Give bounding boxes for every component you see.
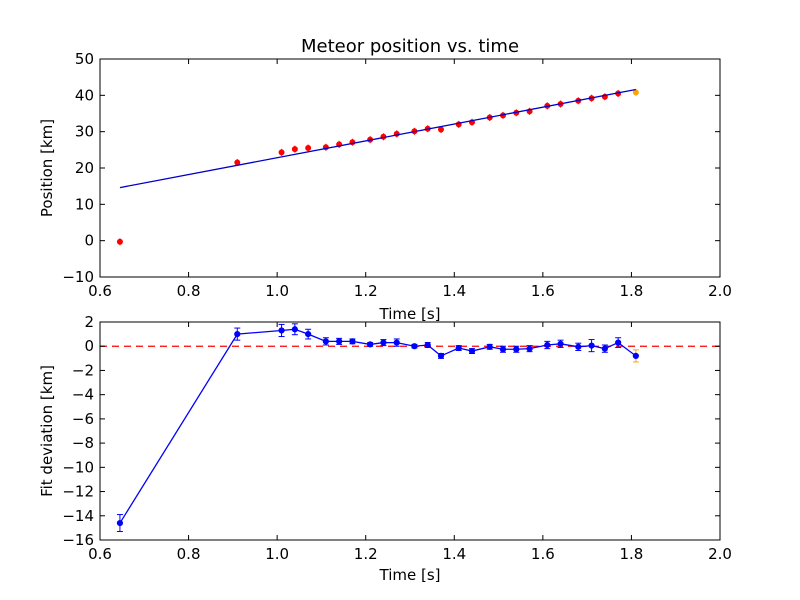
deviation-point <box>544 341 551 349</box>
deviation-point <box>575 343 582 350</box>
y-tick-label: −6 <box>72 410 94 428</box>
y-axis-label: Fit deviation [km] <box>38 365 56 497</box>
axes-frame <box>99 321 721 541</box>
deviation-point <box>116 519 124 527</box>
x-tick-label: 1.4 <box>442 545 466 563</box>
x-axis-label: Time [s] <box>379 305 441 323</box>
x-tick-label: 1.0 <box>265 545 289 563</box>
deviation-point <box>468 347 476 355</box>
x-tick-label: 0.6 <box>88 545 112 563</box>
x-tick-label: 1.8 <box>619 282 643 300</box>
deviation-point <box>393 339 400 346</box>
y-tick-label: 30 <box>75 123 94 141</box>
x-tick-label: 2.0 <box>708 545 732 563</box>
deviation-point <box>437 352 445 360</box>
y-tick-label: −2 <box>72 361 94 379</box>
x-tick-label: 1.2 <box>354 545 378 563</box>
y-tick-label: 0 <box>84 232 94 250</box>
deviation-point <box>601 345 608 352</box>
y-tick-label: 50 <box>75 50 94 68</box>
deviation-point <box>632 352 639 360</box>
x-tick-label: 0.8 <box>177 545 201 563</box>
deviation-chart: 0.6 0.8 1.0 1.2 1.4 1.6 1.8 2.0 −16 −14 −12 −10 −8 −6… <box>38 313 732 584</box>
deviation-point <box>588 342 595 349</box>
deviation-point <box>336 338 343 345</box>
y-tick-label: 10 <box>75 195 94 213</box>
deviation-point <box>615 339 622 346</box>
deviation-point <box>513 346 520 353</box>
y-tick-label: 2 <box>84 313 94 331</box>
deviation-point <box>322 338 329 345</box>
data-point <box>278 149 285 156</box>
x-axis-label: Time [s] <box>379 566 441 584</box>
deviation-point <box>278 327 285 334</box>
x-tick-label: 1.4 <box>442 282 466 300</box>
deviation-point <box>234 331 241 338</box>
deviation-plot-area: 0.6 0.8 1.0 1.2 1.4 1.6 1.8 2.0 −16 −14 −12 −10 −8 −6… <box>62 313 732 563</box>
x-tick-label: 1.8 <box>619 545 643 563</box>
deviation-point <box>557 340 564 347</box>
deviation-point <box>380 339 387 346</box>
last-data-point <box>632 89 639 96</box>
x-tick-label: 0.6 <box>88 282 112 300</box>
position-chart: Meteor position vs. time 0.6 0.8 1.0 1.2 1.4… <box>38 36 732 323</box>
chart-title: Meteor position vs. time <box>301 36 519 57</box>
data-point <box>305 145 312 152</box>
deviation-point <box>305 331 312 338</box>
data-point <box>234 159 241 166</box>
deviation-point <box>486 343 493 350</box>
y-axis-label: Position [km] <box>38 119 56 217</box>
deviation-point <box>291 326 298 333</box>
y-tick-label: −16 <box>62 531 94 549</box>
data-point <box>438 126 444 133</box>
x-tick-label: 1.0 <box>265 282 289 300</box>
y-tick-label: 0 <box>84 337 94 355</box>
deviation-point <box>526 345 533 352</box>
y-tick-label: −14 <box>62 507 94 525</box>
y-tick-label: 20 <box>75 159 94 177</box>
deviation-point <box>349 338 356 345</box>
x-tick-label: 1.6 <box>531 545 555 563</box>
x-tick-label: 0.8 <box>177 282 201 300</box>
deviation-point <box>455 344 462 352</box>
data-point <box>291 146 298 153</box>
y-tick-label: −10 <box>62 458 94 476</box>
y-tick-label: −8 <box>72 434 94 452</box>
deviation-point <box>424 341 431 349</box>
x-tick-label: 1.6 <box>531 282 555 300</box>
deviation-point <box>411 343 418 350</box>
y-tick-label: −10 <box>62 268 94 286</box>
deviation-point <box>367 341 374 348</box>
y-tick-label: −12 <box>62 483 94 501</box>
deviation-point <box>499 346 507 353</box>
x-tick-label: 1.2 <box>354 282 378 300</box>
data-point <box>116 238 123 245</box>
y-tick-label: 40 <box>75 86 94 104</box>
fit-line <box>119 88 636 189</box>
x-tick-label: 2.0 <box>708 282 732 300</box>
y-tick-label: −4 <box>72 386 94 404</box>
position-plot-area: 0.6 0.8 1.0 1.2 1.4 1.6 1.8 2.0 −10 0 10 20 30 40 50 <box>62 50 732 300</box>
